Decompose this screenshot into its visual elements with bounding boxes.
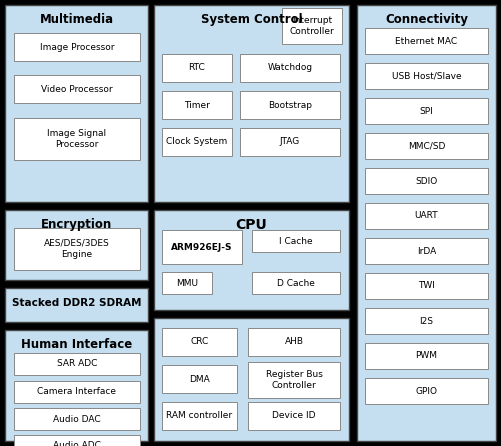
Text: Human Interface: Human Interface bbox=[21, 338, 132, 351]
Text: Interrupt
Controller: Interrupt Controller bbox=[290, 16, 334, 36]
Bar bbox=[357, 5, 496, 441]
Text: SPI: SPI bbox=[420, 107, 433, 116]
Text: PWM: PWM bbox=[415, 351, 437, 360]
Bar bbox=[14, 118, 140, 160]
Text: RTC: RTC bbox=[188, 63, 205, 73]
Bar bbox=[365, 308, 488, 334]
Text: Stacked DDR2 SDRAM: Stacked DDR2 SDRAM bbox=[12, 298, 141, 308]
Bar bbox=[365, 273, 488, 299]
Text: Video Processor: Video Processor bbox=[41, 84, 113, 94]
Text: Bootstrap: Bootstrap bbox=[268, 100, 312, 110]
Text: CPU: CPU bbox=[235, 218, 268, 232]
Text: DMA: DMA bbox=[189, 375, 210, 384]
Bar bbox=[5, 210, 148, 280]
Text: IrDA: IrDA bbox=[417, 247, 436, 256]
Text: MMC/SD: MMC/SD bbox=[408, 141, 445, 150]
Bar bbox=[14, 353, 140, 375]
Bar bbox=[240, 128, 340, 156]
Bar bbox=[365, 28, 488, 54]
Bar bbox=[162, 328, 237, 356]
Text: Encryption: Encryption bbox=[41, 218, 112, 231]
Bar bbox=[154, 5, 349, 202]
Bar bbox=[365, 98, 488, 124]
Text: UART: UART bbox=[415, 211, 438, 220]
Bar bbox=[365, 343, 488, 369]
Bar bbox=[162, 91, 232, 119]
Text: Timer: Timer bbox=[184, 100, 210, 110]
Text: D Cache: D Cache bbox=[277, 278, 315, 288]
Text: Image Processor: Image Processor bbox=[40, 42, 114, 51]
Text: Camera Interface: Camera Interface bbox=[38, 388, 117, 396]
Bar bbox=[162, 54, 232, 82]
Text: AES/DES/3DES
Engine: AES/DES/3DES Engine bbox=[44, 239, 110, 259]
Text: Audio ADC: Audio ADC bbox=[53, 442, 101, 446]
Text: CRC: CRC bbox=[190, 338, 208, 347]
Bar bbox=[162, 365, 237, 393]
Bar bbox=[154, 318, 349, 441]
Bar bbox=[162, 272, 212, 294]
Bar bbox=[240, 54, 340, 82]
Bar bbox=[365, 378, 488, 404]
Bar bbox=[14, 33, 140, 61]
Bar bbox=[162, 230, 242, 264]
Bar bbox=[14, 435, 140, 446]
Text: SAR ADC: SAR ADC bbox=[57, 359, 97, 368]
Bar bbox=[5, 5, 148, 202]
Bar bbox=[252, 230, 340, 252]
Text: Watchdog: Watchdog bbox=[268, 63, 313, 73]
Bar bbox=[248, 402, 340, 430]
Bar bbox=[365, 168, 488, 194]
Text: AHB: AHB bbox=[285, 338, 304, 347]
Bar bbox=[14, 75, 140, 103]
Bar bbox=[365, 203, 488, 229]
Bar bbox=[5, 330, 148, 441]
Text: Audio DAC: Audio DAC bbox=[53, 414, 101, 424]
Text: Ethernet MAC: Ethernet MAC bbox=[395, 37, 457, 45]
Text: Multimedia: Multimedia bbox=[40, 13, 114, 26]
Bar bbox=[14, 381, 140, 403]
Text: ARM926EJ-S: ARM926EJ-S bbox=[171, 243, 233, 252]
Text: TWI: TWI bbox=[418, 281, 435, 290]
Bar bbox=[154, 210, 349, 310]
Text: Register Bus
Controller: Register Bus Controller bbox=[266, 370, 323, 390]
Bar bbox=[14, 408, 140, 430]
Bar bbox=[14, 228, 140, 270]
Bar bbox=[248, 362, 340, 398]
Text: SDIO: SDIO bbox=[415, 177, 438, 186]
Text: Clock System: Clock System bbox=[166, 137, 227, 146]
Text: MMU: MMU bbox=[176, 278, 198, 288]
Bar bbox=[248, 328, 340, 356]
Bar bbox=[252, 272, 340, 294]
Bar bbox=[240, 91, 340, 119]
Bar bbox=[5, 288, 148, 322]
Text: I Cache: I Cache bbox=[279, 236, 313, 245]
Bar bbox=[365, 238, 488, 264]
Text: GPIO: GPIO bbox=[415, 387, 437, 396]
Text: RAM controller: RAM controller bbox=[166, 412, 232, 421]
Bar bbox=[162, 402, 237, 430]
Bar bbox=[365, 63, 488, 89]
Text: Connectivity: Connectivity bbox=[385, 13, 468, 26]
Text: I2S: I2S bbox=[419, 317, 433, 326]
Text: JTAG: JTAG bbox=[280, 137, 300, 146]
Bar bbox=[162, 128, 232, 156]
Text: Device ID: Device ID bbox=[272, 412, 316, 421]
Text: System Control: System Control bbox=[201, 13, 302, 26]
Bar bbox=[365, 133, 488, 159]
Bar bbox=[282, 8, 342, 44]
Text: USB Host/Slave: USB Host/Slave bbox=[392, 71, 461, 80]
Text: Image Signal
Processor: Image Signal Processor bbox=[48, 129, 107, 149]
